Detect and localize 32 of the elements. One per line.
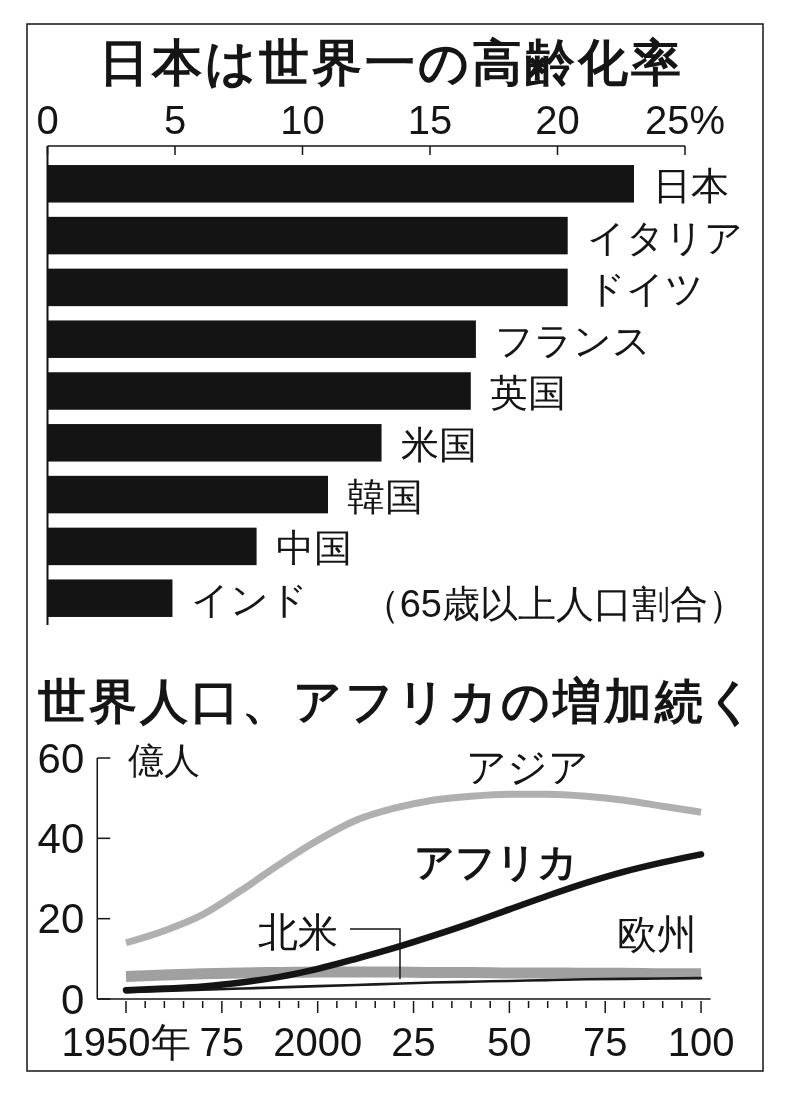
series-label: 欧州 [617, 912, 697, 956]
annotation: （65歳以上人口割合） [361, 583, 746, 625]
y-tick-label: 韓国 [347, 475, 423, 518]
x-tick-label: 25 [391, 1020, 436, 1064]
y-tick-label: ドイツ [586, 268, 704, 311]
legend-label: 北米 [258, 910, 338, 954]
y-tick-label: 0 [60, 975, 85, 1023]
x-tick-label: 75 [199, 1020, 245, 1064]
x-tick-label: 50 [487, 1020, 532, 1064]
series-label: アジア [465, 745, 589, 789]
x-tick-label: 100 [667, 1020, 735, 1064]
y-tick-label: 60 [37, 734, 85, 782]
chart-title: 世界人口、アフリカの増加続く [37, 675, 758, 728]
y-tick-label: フランス [494, 320, 651, 363]
x-tick-label: 75 [582, 1020, 628, 1064]
y-tick-label: 中国 [275, 527, 352, 570]
y-tick-label: イタリア [586, 216, 743, 259]
x-tick-label: 25% [644, 98, 726, 142]
x-tick-label: 10 [280, 98, 325, 142]
x-tick-label: 2000 [273, 1020, 363, 1064]
y-tick-label: 米国 [400, 423, 477, 466]
y-tick-label: 英国 [489, 372, 566, 414]
y-tick-label: 日本 [653, 164, 729, 207]
x-tick-label: 5 [163, 98, 187, 142]
series-label: アフリカ [414, 840, 578, 884]
y-axis-title: 億人 [128, 740, 201, 781]
y-tick-label: 40 [37, 814, 85, 862]
y-tick-label: インド [191, 579, 309, 622]
x-tick-label: 1950年 [61, 1020, 191, 1064]
chart-title: 日本は世界一の高齢化率 [98, 35, 684, 91]
x-tick-label: 15 [407, 98, 453, 142]
y-tick-label: 20 [37, 895, 85, 943]
